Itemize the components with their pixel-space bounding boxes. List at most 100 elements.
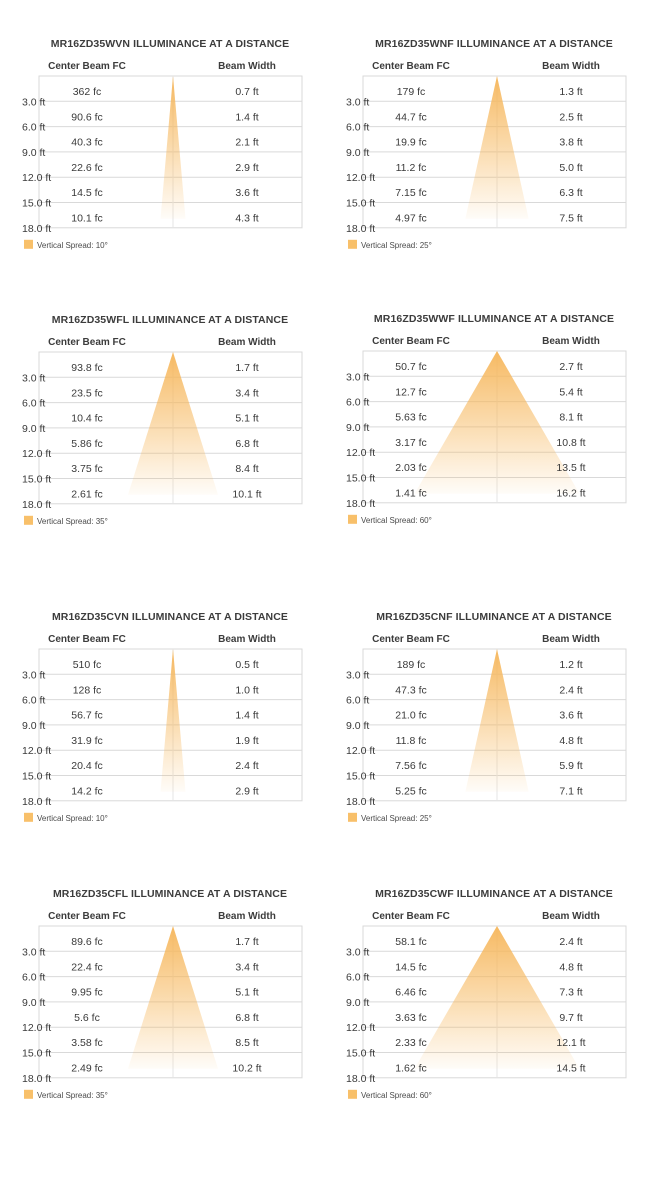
beam-width-value: 1.9 ft (235, 735, 258, 747)
center-beam-value: 93.8 fc (71, 362, 103, 374)
chart-title: MR16ZD35CNF ILLUMINANCE AT A DISTANCE (376, 611, 612, 623)
beam-width-value: 0.5 ft (235, 659, 258, 671)
illuminance-chart: Center Beam FC Beam Width 3.0 ft 189 fc 1.2 … (346, 634, 627, 823)
beam-width-value: 8.5 ft (235, 1037, 258, 1049)
center-beam-value: 58.1 fc (395, 936, 427, 948)
center-beam-value: 19.9 fc (395, 137, 427, 149)
column-header-center-beam: Center Beam FC (372, 634, 450, 645)
legend-swatch (24, 812, 33, 822)
distance-label: 12.0 ft (346, 745, 375, 757)
beam-width-value: 2.4 ft (235, 760, 258, 772)
beam-width-value: 5.0 ft (559, 162, 582, 174)
distance-label: 18.0 ft (346, 796, 375, 808)
illuminance-chart: Center Beam FC Beam Width 3.0 ft 510 fc 0.5 … (22, 634, 303, 823)
illuminance-chart: Center Beam FC Beam Width 3.0 ft 362 fc 0.7 … (22, 61, 303, 250)
distance-label: 15.0 ft (22, 771, 51, 783)
center-beam-value: 2.33 fc (395, 1037, 427, 1049)
center-beam-value: 90.6 fc (71, 111, 103, 123)
beam-width-value: 6.8 ft (235, 1012, 258, 1024)
chart-title: MR16ZD35CFL ILLUMINANCE AT A DISTANCE (52, 888, 288, 900)
column-header-beam-width: Beam Width (542, 911, 600, 922)
beam-width-value: 2.9 ft (235, 786, 258, 798)
center-beam-value: 3.63 fc (395, 1012, 427, 1024)
beam-width-value: 7.5 ft (559, 213, 582, 225)
beam-width-value: 10.1 ft (232, 489, 261, 501)
center-beam-value: 21.0 fc (395, 710, 427, 722)
column-header-center-beam: Center Beam FC (372, 336, 450, 347)
distance-label: 15.0 ft (22, 1048, 51, 1060)
legend-swatch (24, 515, 33, 525)
beam-width-value: 8.1 ft (559, 412, 582, 424)
chart-title: MR16ZD35WNF ILLUMINANCE AT A DISTANCE (375, 38, 613, 50)
distance-label: 3.0 ft (22, 946, 45, 958)
column-header-beam-width: Beam Width (542, 634, 600, 645)
column-header-beam-width: Beam Width (542, 61, 600, 72)
distance-label: 18.0 ft (22, 796, 51, 808)
distance-label: 9.0 ft (22, 720, 45, 732)
beam-width-value: 1.2 ft (559, 659, 582, 671)
distance-label: 15.0 ft (346, 771, 375, 783)
center-beam-value: 128 fc (73, 684, 102, 696)
center-beam-value: 362 fc (73, 86, 102, 98)
distance-label: 9.0 ft (346, 422, 369, 434)
distance-label: 15.0 ft (22, 198, 51, 210)
beam-width-value: 2.9 ft (235, 162, 258, 174)
center-beam-value: 44.7 fc (395, 111, 427, 123)
beam-width-value: 9.7 ft (559, 1012, 582, 1024)
beam-width-value: 5.9 ft (559, 760, 582, 772)
beam-width-value: 1.3 ft (559, 86, 582, 98)
distance-label: 18.0 ft (346, 1073, 375, 1085)
center-beam-value: 11.8 fc (396, 735, 427, 747)
distance-label: 6.0 ft (22, 122, 45, 134)
center-beam-value: 22.4 fc (71, 961, 103, 973)
chart-title: MR16ZD35WVN ILLUMINANCE AT A DISTANCE (50, 38, 290, 50)
legend-swatch (348, 239, 357, 249)
center-beam-value: 40.3 fc (71, 137, 103, 149)
illuminance-chart: Center Beam FC Beam Width 3.0 ft 93.8 fc 1.7… (22, 337, 303, 526)
beam-cone (160, 76, 186, 219)
column-header-beam-width: Beam Width (218, 337, 276, 348)
center-beam-value: 9.95 fc (71, 987, 103, 999)
center-beam-value: 6.46 fc (395, 987, 427, 999)
center-beam-value: 179 fc (397, 86, 426, 98)
distance-label: 3.0 ft (346, 946, 369, 958)
legend-swatch (348, 1089, 357, 1099)
center-beam-value: 189 fc (397, 659, 426, 671)
illuminance-chart: Center Beam FC Beam Width 3.0 ft 50.7 fc 2.7… (346, 336, 627, 525)
distance-label: 15.0 ft (22, 474, 51, 486)
distance-label: 6.0 ft (346, 695, 369, 707)
distance-label: 18.0 ft (22, 223, 51, 235)
center-beam-value: 47.3 fc (395, 684, 427, 696)
distance-label: 18.0 ft (346, 223, 375, 235)
distance-label: 3.0 ft (22, 372, 45, 384)
distance-label: 6.0 ft (346, 397, 369, 409)
legend-swatch (348, 812, 357, 822)
center-beam-value: 1.62 fc (395, 1063, 427, 1075)
legend-swatch (24, 239, 33, 249)
center-beam-value: 3.58 fc (71, 1037, 103, 1049)
distance-label: 9.0 ft (346, 997, 369, 1009)
column-header-center-beam: Center Beam FC (48, 634, 126, 645)
distance-label: 9.0 ft (22, 147, 45, 159)
center-beam-value: 11.2 fc (396, 162, 427, 174)
beam-cone (127, 926, 219, 1069)
distance-label: 15.0 ft (346, 198, 375, 210)
center-beam-value: 10.4 fc (71, 413, 103, 425)
illuminance-chart: Center Beam FC Beam Width 3.0 ft 179 fc 1.3 … (346, 61, 627, 250)
center-beam-value: 23.5 fc (71, 387, 103, 399)
beam-width-value: 6.8 ft (235, 438, 258, 450)
distance-label: 9.0 ft (346, 720, 369, 732)
center-beam-value: 1.41 fc (395, 488, 427, 500)
distance-label: 12.0 ft (22, 172, 51, 184)
distance-label: 18.0 ft (22, 499, 51, 511)
beam-width-value: 12.1 ft (556, 1037, 585, 1049)
legend-label: Vertical Spread: 60° (361, 1091, 432, 1100)
legend-swatch (348, 514, 357, 524)
center-beam-value: 14.5 fc (395, 961, 427, 973)
beam-width-value: 5.1 ft (235, 987, 258, 999)
beam-width-value: 2.4 ft (559, 684, 582, 696)
distance-label: 12.0 ft (346, 172, 375, 184)
center-beam-value: 2.49 fc (71, 1063, 103, 1075)
center-beam-value: 2.61 fc (71, 489, 103, 501)
illuminance-chart: Center Beam FC Beam Width 3.0 ft 58.1 fc 2.4… (346, 911, 627, 1100)
